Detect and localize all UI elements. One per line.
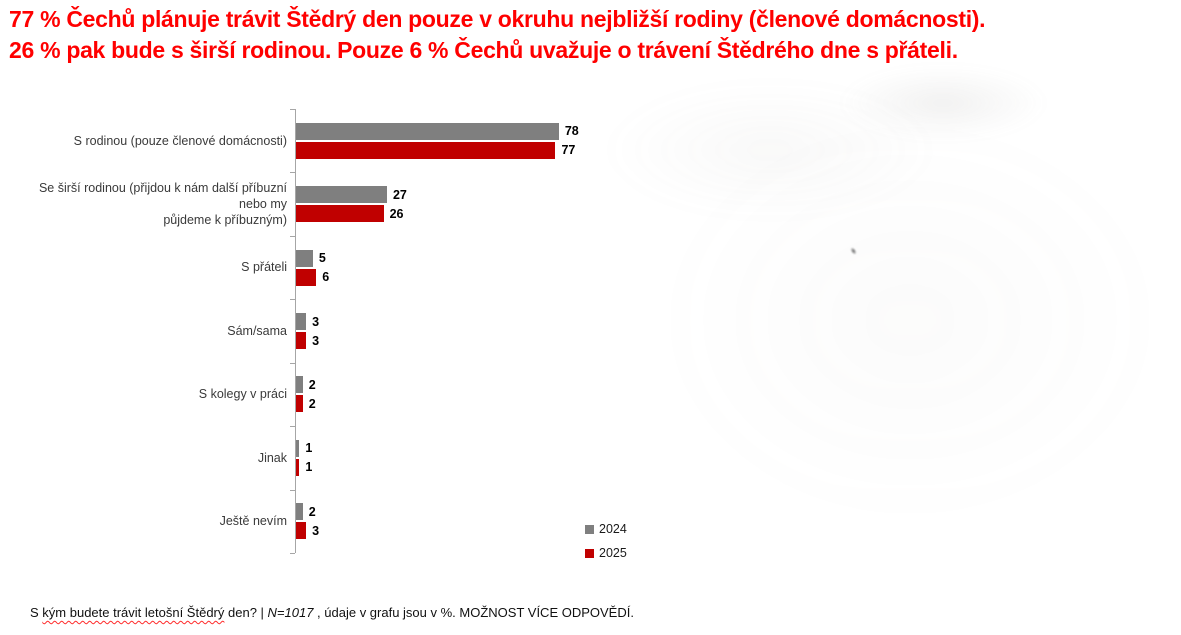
- category-label: S kolegy v práci: [198, 387, 287, 402]
- value-label-2025: 6: [322, 270, 330, 285]
- legend: 2024 2025: [585, 521, 627, 569]
- source-note: S kým budete trávit letošní Štědrý den? …: [30, 605, 634, 620]
- source-note-prefix: S: [30, 605, 43, 620]
- source-note-mid: den? |: [224, 605, 268, 620]
- axis-tick: [290, 489, 295, 491]
- axis-tick: [290, 299, 295, 301]
- category-label: S rodinou (pouze členové domácnosti): [73, 133, 287, 148]
- axis-tick: [290, 553, 295, 554]
- axis-tick: [290, 426, 295, 428]
- sample-size: N=1017: [267, 605, 314, 620]
- headline: 77 % Čechů plánuje trávit Štědrý den pou…: [9, 4, 1177, 66]
- legend-swatch-2025: [585, 548, 594, 558]
- source-note-suffix: , údaje v grafu jsou v %. MOŽNOST VÍCE O…: [313, 605, 634, 620]
- bar-2024: [296, 122, 559, 140]
- value-label-2025: 3: [312, 523, 320, 538]
- bar-2025: [296, 332, 307, 349]
- bar-2025: [296, 395, 303, 413]
- headline-line-1: 77 % Čechů plánuje trávit Štědrý den pou…: [9, 6, 986, 32]
- bar-2024: [296, 313, 307, 330]
- value-label-2024: 5: [318, 251, 326, 266]
- value-label-2025: 26: [389, 206, 404, 221]
- category-label: S přáteli: [241, 260, 287, 275]
- value-label-2025: 3: [312, 333, 320, 348]
- bar-2024: [296, 503, 303, 521]
- value-label-2024: 2: [308, 377, 316, 392]
- legend-label-2025: 2025: [599, 546, 627, 560]
- bar-2024: [296, 376, 303, 394]
- category-label: Sám/sama: [227, 323, 287, 338]
- axis-tick: [290, 235, 295, 237]
- bar-2025: [296, 141, 556, 159]
- value-label-2024: 27: [392, 187, 407, 202]
- value-label-2024: 2: [308, 504, 316, 519]
- axis-tick: [290, 362, 295, 364]
- bar-2025: [296, 522, 307, 540]
- bar-2024: [296, 249, 313, 267]
- value-label-2025: 1: [305, 460, 313, 475]
- category-label: Jinak: [257, 450, 287, 465]
- bar-2024: [296, 186, 387, 204]
- source-note-spellchecked: kým budete trávit letošní Štědrý: [42, 605, 225, 620]
- category-axis: [295, 109, 296, 553]
- legend-item-2024: 2024: [585, 521, 627, 537]
- category-label: Ještě nevím: [219, 514, 287, 529]
- value-label-2025: 77: [561, 143, 576, 158]
- value-label-2024: 1: [305, 441, 313, 456]
- category-label: Se širší rodinou (přijdou k nám další př…: [38, 180, 287, 228]
- bar-2025: [296, 268, 317, 286]
- axis-tick: [290, 109, 295, 110]
- bar-2025: [296, 458, 300, 476]
- legend-swatch-2024: [585, 524, 594, 534]
- bar-2025: [296, 205, 384, 223]
- value-label-2024: 78: [564, 124, 579, 139]
- value-label-2024: 3: [312, 314, 320, 329]
- legend-label-2024: 2024: [599, 522, 627, 536]
- value-label-2025: 2: [308, 396, 316, 411]
- headline-line-2: 26 % pak bude s širší rodinou. Pouze 6 %…: [9, 37, 958, 63]
- legend-item-2025: 2025: [585, 545, 627, 561]
- bar-2024: [296, 439, 300, 457]
- axis-tick: [290, 172, 295, 174]
